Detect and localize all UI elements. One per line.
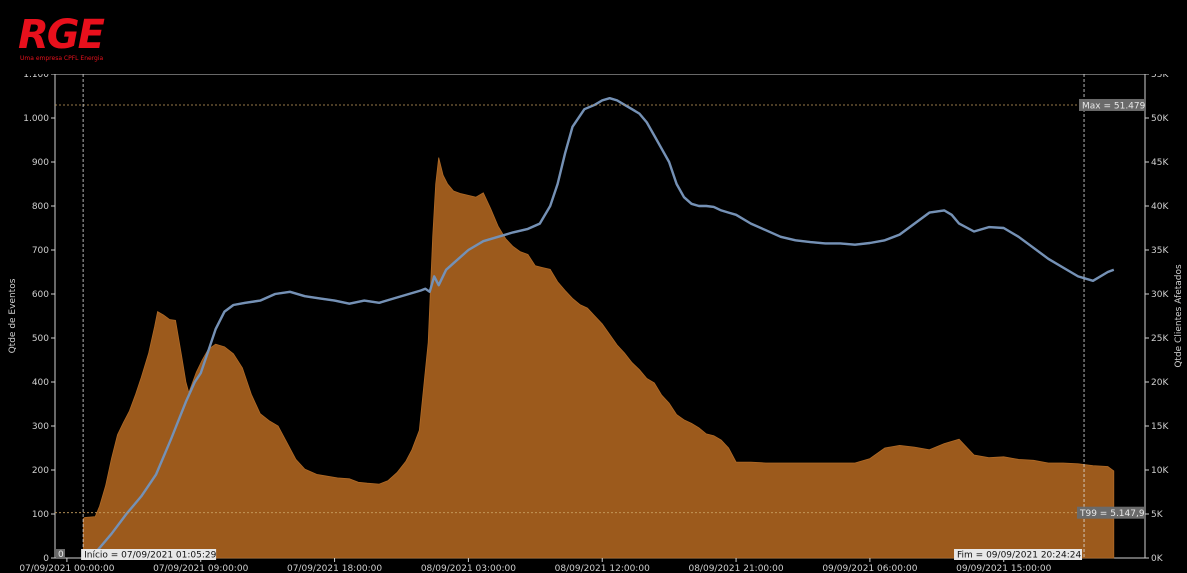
right-tick-label: 45K (1151, 158, 1169, 168)
events-chart: 0 100 200 300 400 500 600 700 800 900 1.000 1.100 0… (8, 74, 1184, 573)
eventos-line (82, 97, 1115, 560)
left-tick-label: 1.000 (23, 114, 49, 124)
reference-lines (55, 74, 1145, 558)
left-tick-label: 200 (32, 466, 49, 476)
right-tick-label: 20K (1151, 378, 1169, 388)
clientes-afetados-area (82, 157, 1115, 559)
rge-logo: RGE Uma empresa CPFL Energia (18, 12, 138, 64)
t99-label: T99 = 5.147,9 (1079, 509, 1145, 519)
left-tick-label: 0 (43, 554, 49, 564)
left-tick-label: 400 (32, 378, 49, 388)
line-path (82, 97, 1115, 560)
zero-tag: 0 (56, 549, 65, 560)
t99-tag: T99 = 5.147,9 (1077, 506, 1145, 519)
zero-label: 0 (58, 550, 64, 560)
right-tick-label: 0K (1151, 554, 1164, 564)
left-tick-label: 700 (32, 246, 49, 256)
x-tick-label: 07/09/2021 09:00:00 (153, 564, 248, 573)
left-tick-label: 1.100 (23, 74, 49, 80)
area-path (82, 157, 1115, 559)
right-tick-label: 50K (1151, 114, 1169, 124)
left-tick-label: 800 (32, 202, 49, 212)
fim-tag: Fim = 09/09/2021 20:24:24 (954, 549, 1083, 561)
header-bar: RGE Uma empresa CPFL Energia (0, 0, 1187, 74)
left-y-ticks: 0 100 200 300 400 500 600 700 800 900 1.000 1.100 (23, 74, 55, 564)
x-tick-label: 07/09/2021 00:00:00 (19, 564, 114, 573)
left-tick-label: 900 (32, 158, 49, 168)
x-ticks: 07/09/2021 00:00:00 07/09/2021 09:00:00 07… (19, 558, 1052, 573)
right-tick-label: 55K (1151, 74, 1169, 80)
line-overlay (82, 97, 1115, 560)
logo-subtitle: Uma empresa CPFL Energia (20, 55, 104, 62)
x-tick-label: 08/09/2021 03:00:00 (421, 564, 516, 573)
inicio-tag: Início = 07/09/2021 01:05:29 (81, 549, 217, 561)
left-tick-label: 300 (32, 422, 49, 432)
max-label: Max = 51.479 (1082, 101, 1146, 111)
right-tick-label: 5K (1151, 510, 1164, 520)
inicio-label: Início = 07/09/2021 01:05:29 (84, 551, 217, 561)
right-tick-label: 10K (1151, 466, 1169, 476)
right-tick-label: 30K (1151, 290, 1169, 300)
fim-label: Fim = 09/09/2021 20:24:24 (957, 551, 1081, 561)
right-y-ticks: 0K 5K 10K 15K 20K 25K 30K 35K 40K 45K 50K 55K (1145, 74, 1169, 564)
right-tick-label: 25K (1151, 334, 1169, 344)
left-axis-title: Qtde de Eventos (8, 278, 18, 353)
left-tick-label: 500 (32, 334, 49, 344)
x-tick-label: 09/09/2021 15:00:00 (956, 564, 1051, 573)
right-tick-label: 40K (1151, 202, 1169, 212)
right-tick-label: 35K (1151, 246, 1169, 256)
right-tick-label: 15K (1151, 422, 1169, 432)
x-tick-label: 08/09/2021 21:00:00 (688, 564, 783, 573)
logo-text: RGE (18, 12, 105, 58)
x-tick-label: 09/09/2021 06:00:00 (822, 564, 917, 573)
left-tick-label: 600 (32, 290, 49, 300)
x-tick-label: 08/09/2021 12:00:00 (555, 564, 650, 573)
x-tick-label: 07/09/2021 18:00:00 (287, 564, 382, 573)
max-tag: Max = 51.479 (1079, 98, 1146, 111)
left-tick-label: 100 (32, 510, 49, 520)
right-axis-title: Qtde Clientes Afetados (1174, 264, 1184, 368)
